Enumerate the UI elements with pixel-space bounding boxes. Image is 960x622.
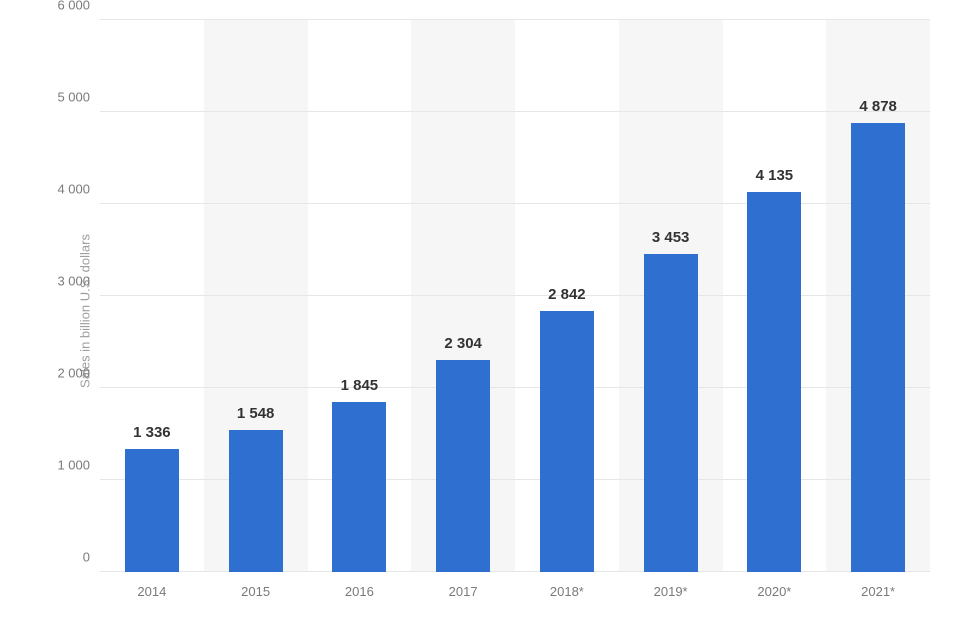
y-tick-label: 0 — [83, 550, 90, 565]
bar-value-label: 1 845 — [341, 377, 379, 394]
bar: 1 336 — [125, 449, 179, 572]
bar-rect — [540, 311, 594, 572]
x-tick-label: 2018* — [550, 584, 584, 599]
x-tick-label: 2014 — [137, 584, 166, 599]
y-tick-label: 3 000 — [57, 274, 90, 289]
y-tick-label: 6 000 — [57, 0, 90, 13]
x-tick-label: 2019* — [654, 584, 688, 599]
bar: 3 453 — [644, 254, 698, 572]
grid-line — [100, 387, 930, 388]
bar-rect — [125, 449, 179, 572]
grid-line — [100, 111, 930, 112]
sales-bar-chart: Sales in billion U.S. dollars 01 0002 00… — [0, 0, 960, 622]
bar-value-label: 2 842 — [548, 286, 586, 303]
x-tick-label: 2015 — [241, 584, 270, 599]
y-tick-label: 5 000 — [57, 90, 90, 105]
bar-value-label: 1 548 — [237, 405, 275, 422]
bar-value-label: 4 135 — [756, 167, 794, 184]
y-tick-label: 1 000 — [57, 458, 90, 473]
x-tick-label: 2021* — [861, 584, 895, 599]
bar-rect — [332, 402, 386, 572]
bar-value-label: 4 878 — [859, 98, 897, 115]
bar: 1 845 — [332, 402, 386, 572]
bar-value-label: 2 304 — [444, 335, 482, 352]
bar: 2 842 — [540, 311, 594, 572]
bar-rect — [747, 192, 801, 572]
y-tick-label: 4 000 — [57, 182, 90, 197]
grid-line — [100, 19, 930, 20]
bar: 1 548 — [229, 430, 283, 572]
bar-value-label: 1 336 — [133, 424, 171, 441]
plot-area: 01 0002 0003 0004 0005 0006 0001 3362014… — [100, 20, 930, 572]
x-tick-label: 2020* — [757, 584, 791, 599]
x-tick-label: 2016 — [345, 584, 374, 599]
bar-rect — [851, 123, 905, 572]
grid-line — [100, 203, 930, 204]
bar-rect — [229, 430, 283, 572]
bar-rect — [644, 254, 698, 572]
grid-line — [100, 571, 930, 572]
bar-rect — [436, 360, 490, 572]
bar: 2 304 — [436, 360, 490, 572]
grid-line — [100, 295, 930, 296]
x-tick-label: 2017 — [449, 584, 478, 599]
grid-line — [100, 479, 930, 480]
y-tick-label: 2 000 — [57, 366, 90, 381]
bar: 4 135 — [747, 192, 801, 572]
bar: 4 878 — [851, 123, 905, 572]
bar-value-label: 3 453 — [652, 229, 690, 246]
